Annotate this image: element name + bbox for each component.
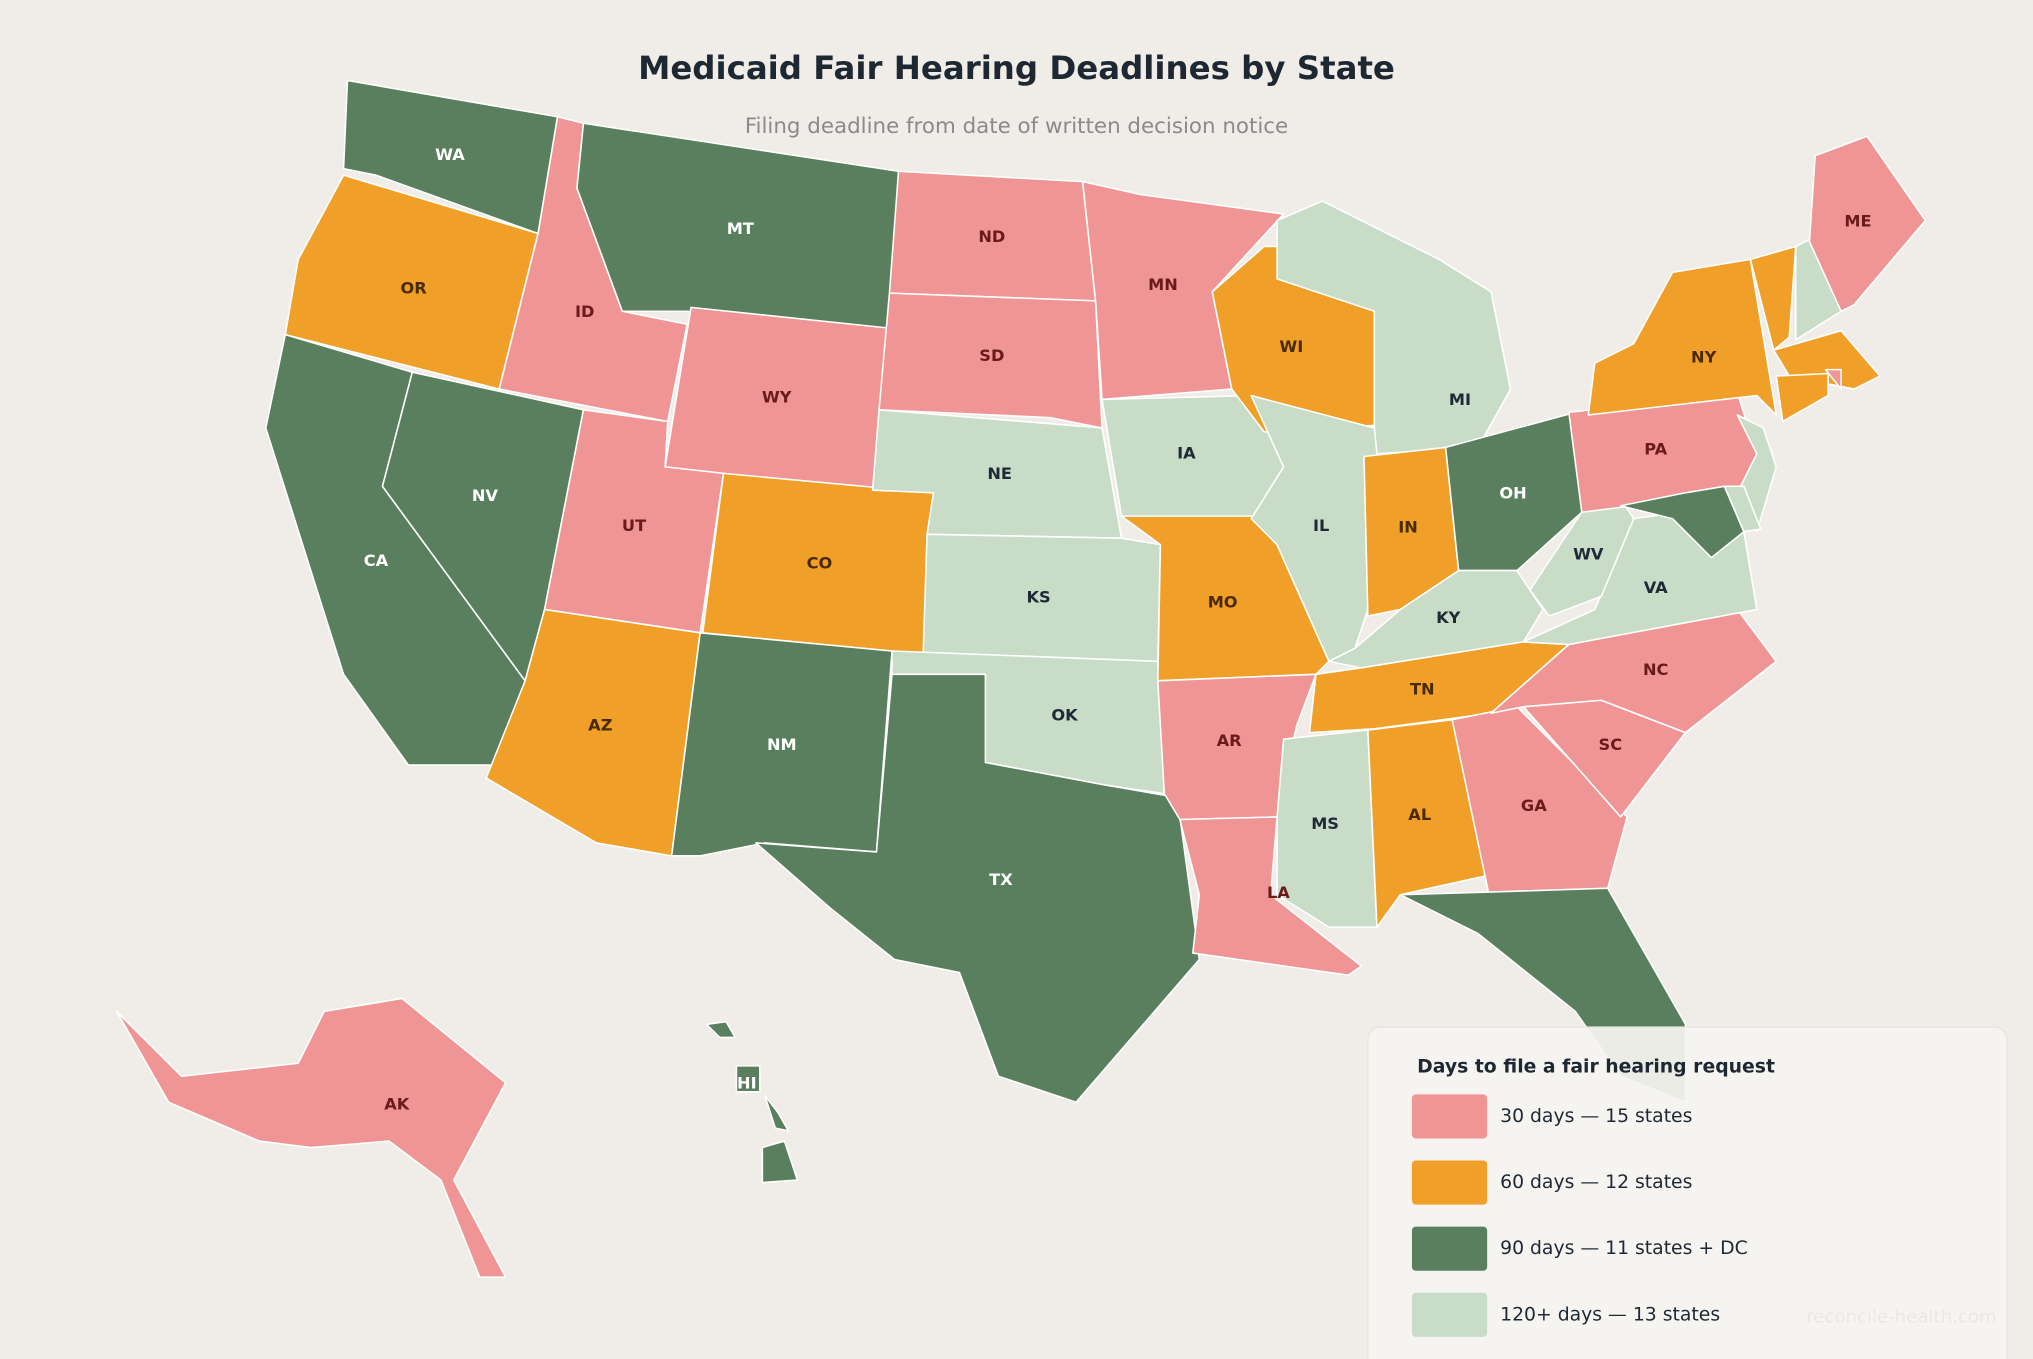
state-label-mn: MN [1148,275,1178,294]
state-mi[interactable] [1276,200,1512,455]
state-label-wy: WY [762,388,792,407]
state-labels-layer: WA OR CA NV ID MT WY UT CO AZ NM ND SD NE KS OK TX MN IA MO… [364,145,1872,1113]
legend-title: Days to file a fair hearing request [1417,1057,1775,1078]
state-label-wa: WA [435,145,465,164]
state-ct[interactable] [1775,372,1829,423]
legend: Days to file a fair hearing request 30 d… [1367,1026,2008,1359]
state-ny[interactable] [1587,258,1778,416]
state-label-id: ID [575,302,594,321]
state-label-ca: CA [364,551,389,570]
state-label-ny: NY [1691,347,1717,366]
state-oh[interactable] [1444,411,1583,572]
state-de[interactable] [1723,485,1762,533]
state-label-in: IN [1398,517,1418,536]
state-sd[interactable] [878,292,1103,429]
legend-panel [1367,1026,2008,1359]
state-label-nd: ND [978,227,1005,246]
state-label-mt: MT [727,219,754,238]
state-label-la: LA [1267,883,1290,902]
state-label-tx: TX [989,870,1013,889]
state-label-nv: NV [472,486,499,505]
state-label-sc: SC [1599,735,1623,754]
state-label-hi: HI [737,1074,757,1093]
state-label-ak: AK [384,1094,411,1113]
state-label-me: ME [1844,211,1871,230]
state-label-nm: NM [767,735,797,754]
state-label-ms: MS [1311,814,1339,833]
state-label-mo: MO [1208,593,1238,612]
state-label-ks: KS [1026,587,1050,606]
state-label-tn: TN [1410,679,1435,698]
state-hi[interactable] [735,1065,761,1093]
state-label-wv: WV [1573,545,1604,564]
state-label-oh: OH [1499,484,1526,503]
state-al[interactable] [1367,718,1490,928]
state-label-ar: AR [1217,731,1243,750]
legend-swatch-120 [1411,1292,1488,1337]
state-nh[interactable] [1794,239,1842,341]
map-title: Medicaid Fair Hearing Deadlines by State [638,49,1395,87]
state-la[interactable] [1179,816,1363,976]
state-label-ne: NE [987,464,1012,483]
state-tx[interactable] [755,673,1201,1103]
state-label-sd: SD [979,346,1004,365]
state-label-or: OR [400,279,427,298]
state-label-mi: MI [1449,390,1471,409]
state-vt[interactable] [1749,245,1797,351]
legend-label-90: 90 days — 11 states + DC [1500,1238,1748,1259]
legend-label-60: 60 days — 12 states [1500,1172,1692,1193]
state-hi[interactable] [705,1021,736,1039]
legend-label-120: 120+ days — 13 states [1500,1304,1720,1325]
state-label-ut: UT [622,516,646,535]
state-label-ky: KY [1436,608,1461,627]
legend-swatch-90 [1411,1226,1488,1271]
watermark: reconcile-health.com [1806,1307,1997,1328]
state-label-al: AL [1408,805,1431,824]
map-subtitle: Filing deadline from date of written dec… [745,114,1288,139]
state-label-va: VA [1644,578,1668,597]
state-or[interactable] [284,174,539,390]
legend-label-30: 30 days — 15 states [1500,1106,1692,1127]
state-wa[interactable] [342,79,559,235]
legend-swatch-30 [1411,1094,1488,1139]
states-layer [115,79,1927,1278]
state-label-az: AZ [588,716,613,735]
state-label-pa: PA [1644,440,1667,459]
state-label-nc: NC [1643,660,1668,679]
state-label-wi: WI [1279,337,1303,356]
state-label-ok: OK [1051,705,1079,724]
state-hi[interactable] [761,1140,799,1184]
state-ri[interactable] [1824,368,1842,390]
state-ak[interactable] [115,997,507,1278]
state-label-ia: IA [1177,443,1196,462]
state-label-il: IL [1313,516,1329,535]
state-hi[interactable] [764,1094,790,1132]
state-label-co: CO [807,554,833,573]
legend-swatch-60 [1411,1160,1488,1205]
state-label-ga: GA [1521,796,1547,815]
